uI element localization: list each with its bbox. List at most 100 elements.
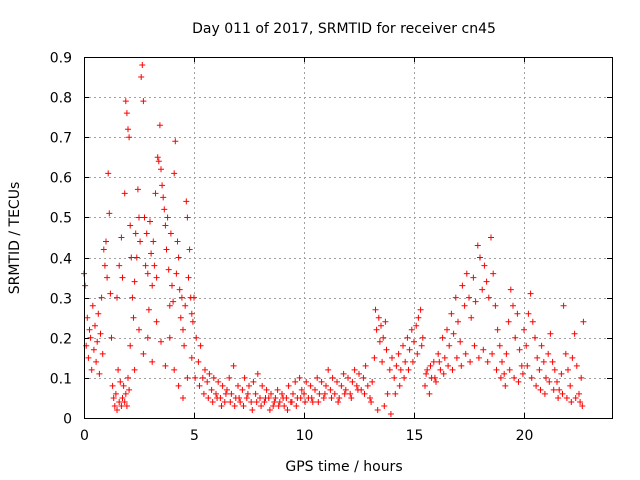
data-point — [118, 234, 125, 241]
data-point — [147, 218, 153, 225]
data-point — [130, 314, 137, 321]
data-point — [111, 402, 118, 409]
data-point — [423, 370, 430, 377]
data-point — [406, 346, 413, 353]
data-point — [353, 382, 360, 389]
data-point — [231, 402, 238, 409]
data-point — [153, 318, 160, 325]
data-point — [433, 378, 439, 385]
data-point — [380, 334, 387, 341]
data-point — [120, 382, 127, 389]
data-point — [453, 354, 460, 361]
data-point — [559, 390, 566, 397]
data-point — [276, 398, 283, 405]
data-point — [227, 398, 234, 405]
data-point — [496, 342, 503, 349]
data-point — [285, 382, 292, 389]
data-point — [474, 242, 481, 249]
data-point — [85, 354, 92, 361]
data-point — [383, 346, 390, 353]
data-point — [87, 334, 94, 341]
data-point — [320, 394, 327, 401]
data-point — [158, 338, 164, 345]
data-point — [481, 262, 488, 269]
data-point — [375, 314, 382, 321]
data-point — [396, 382, 403, 389]
data-point — [503, 350, 510, 357]
data-point — [386, 366, 393, 373]
data-point — [518, 362, 525, 369]
data-point — [119, 394, 126, 401]
data-point — [191, 294, 197, 301]
data-point — [562, 350, 569, 357]
data-point — [367, 394, 373, 401]
data-point — [272, 394, 279, 401]
x-tick-label: 10 — [296, 428, 314, 444]
data-point — [507, 286, 514, 293]
data-point — [205, 394, 212, 401]
data-point — [546, 378, 553, 385]
data-point — [364, 382, 371, 389]
data-point — [523, 342, 530, 349]
data-point — [512, 334, 519, 341]
data-point — [492, 302, 499, 309]
data-point — [411, 338, 417, 345]
x-tick-label: 20 — [516, 428, 534, 444]
data-point — [189, 318, 196, 325]
data-point — [414, 350, 421, 357]
data-point — [105, 170, 112, 177]
data-point — [298, 386, 305, 393]
data-point — [209, 398, 216, 405]
data-point — [166, 334, 173, 341]
data-point — [86, 326, 93, 333]
data-point — [148, 250, 155, 257]
data-point — [97, 330, 104, 337]
data-point — [188, 310, 195, 317]
data-point — [125, 374, 131, 381]
data-point — [93, 358, 100, 365]
data-point — [446, 342, 453, 349]
data-point — [221, 398, 228, 405]
data-point — [567, 382, 574, 389]
data-point — [152, 190, 159, 197]
data-point — [167, 230, 174, 237]
data-point — [162, 222, 169, 229]
data-point — [235, 382, 241, 389]
data-point — [556, 386, 563, 393]
data-point — [378, 322, 384, 329]
data-point — [485, 294, 492, 301]
data-point — [257, 394, 263, 401]
data-point — [549, 358, 556, 365]
data-point — [510, 302, 516, 309]
data-point — [210, 374, 217, 381]
data-point — [538, 342, 545, 349]
data-point — [214, 394, 221, 401]
data-point — [131, 278, 138, 285]
data-point — [389, 354, 395, 361]
data-point — [309, 398, 316, 405]
data-point — [165, 266, 172, 273]
data-point — [462, 350, 469, 357]
data-point — [182, 302, 189, 309]
x-tick-label: 0 — [80, 428, 89, 444]
data-point — [315, 398, 322, 405]
data-point — [338, 382, 345, 389]
data-point — [323, 382, 329, 389]
data-point — [540, 358, 547, 365]
data-point — [506, 366, 513, 373]
data-point — [246, 382, 252, 389]
data-point — [126, 134, 133, 141]
data-point — [162, 362, 169, 369]
data-point — [545, 350, 552, 357]
data-point — [419, 334, 426, 341]
data-point — [418, 342, 425, 349]
data-point — [458, 362, 465, 369]
data-point — [354, 386, 361, 393]
data-point — [408, 326, 415, 333]
data-point — [528, 374, 535, 381]
data-point — [180, 326, 186, 333]
data-point — [571, 330, 578, 337]
y-tick-label: 0.4 — [50, 252, 72, 268]
data-point — [293, 402, 300, 409]
